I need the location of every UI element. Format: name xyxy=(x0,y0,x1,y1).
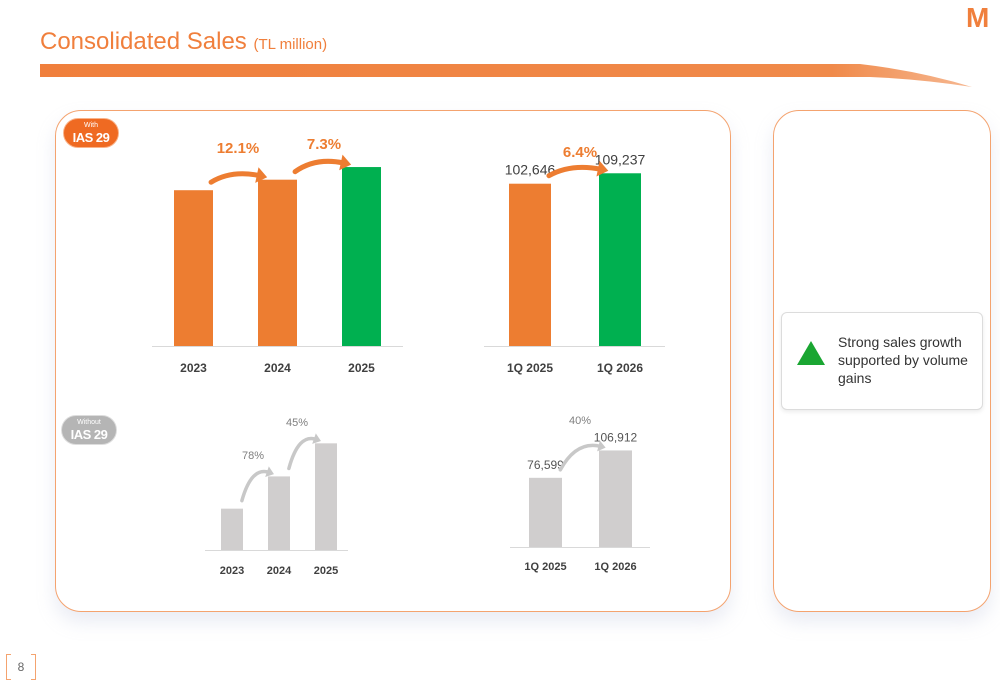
green-up-triangle-icon xyxy=(797,341,825,365)
category-label: 2025 xyxy=(348,361,375,375)
value-label: 106,912 xyxy=(594,430,638,444)
category-label: 2024 xyxy=(267,565,292,577)
growth-arrow-icon xyxy=(558,443,603,472)
growth-arrow-icon-head xyxy=(339,154,352,171)
with-ias29-badge: With IAS 29 xyxy=(63,118,119,148)
growth-arrow-icon-head xyxy=(596,160,609,177)
category-label: 2023 xyxy=(180,361,207,375)
growth-arrow-icon-head xyxy=(312,433,321,444)
bar-2024 xyxy=(258,179,297,346)
growth-label: 7.3% xyxy=(307,136,341,153)
growth-label: 40% xyxy=(569,415,591,427)
value-label: 109,237 xyxy=(595,151,646,167)
value-label: 76,599 xyxy=(527,458,564,472)
growth-label: 6.4% xyxy=(563,144,597,161)
growth-arrow-icon xyxy=(287,436,318,471)
growth-arrow-icon xyxy=(546,164,604,179)
without-ias29-badge: Without IAS 29 xyxy=(61,415,117,445)
page-number: 8 xyxy=(6,654,36,680)
growth-arrow-icon xyxy=(292,158,347,175)
title-main: Consolidated Sales xyxy=(40,28,247,55)
growth-arrow-icon xyxy=(240,469,271,503)
growth-arrow-icon-head xyxy=(265,466,274,477)
category-label: 1Q 2025 xyxy=(507,361,553,375)
category-label: 1Q 2026 xyxy=(597,361,643,375)
bar-1q-2026 xyxy=(599,450,632,547)
growth-label: 45% xyxy=(286,417,308,429)
category-label: 1Q 2025 xyxy=(524,561,566,573)
bar-2025 xyxy=(315,443,337,550)
callout-text: Strong sales growth supported by volume … xyxy=(838,334,968,386)
growth-arrow-icon xyxy=(208,171,263,185)
growth-arrow-icon-head xyxy=(255,167,268,183)
title-unit: (TL million) xyxy=(253,36,328,53)
brand-logo: M xyxy=(966,2,990,33)
bar-2024 xyxy=(268,476,290,550)
growth-label: 78% xyxy=(242,450,264,462)
category-label: 2024 xyxy=(264,361,291,375)
bar-1q-2025 xyxy=(509,183,551,346)
bar-2023 xyxy=(174,190,213,346)
category-label: 2025 xyxy=(314,565,338,577)
bar-1q-2026 xyxy=(599,173,641,346)
category-label: 2023 xyxy=(220,565,244,577)
page-title: Consolidated Sales (TL million) xyxy=(40,28,327,56)
title-underline-band xyxy=(40,64,972,87)
growth-arrow-icon-head xyxy=(597,440,606,452)
category-label: 1Q 2026 xyxy=(594,561,636,573)
bar-1q-2025 xyxy=(529,477,562,547)
growth-label: 12.1% xyxy=(217,140,260,157)
bar-2025 xyxy=(342,167,381,346)
bar-2023 xyxy=(221,508,243,550)
value-label: 102,646 xyxy=(505,162,556,178)
